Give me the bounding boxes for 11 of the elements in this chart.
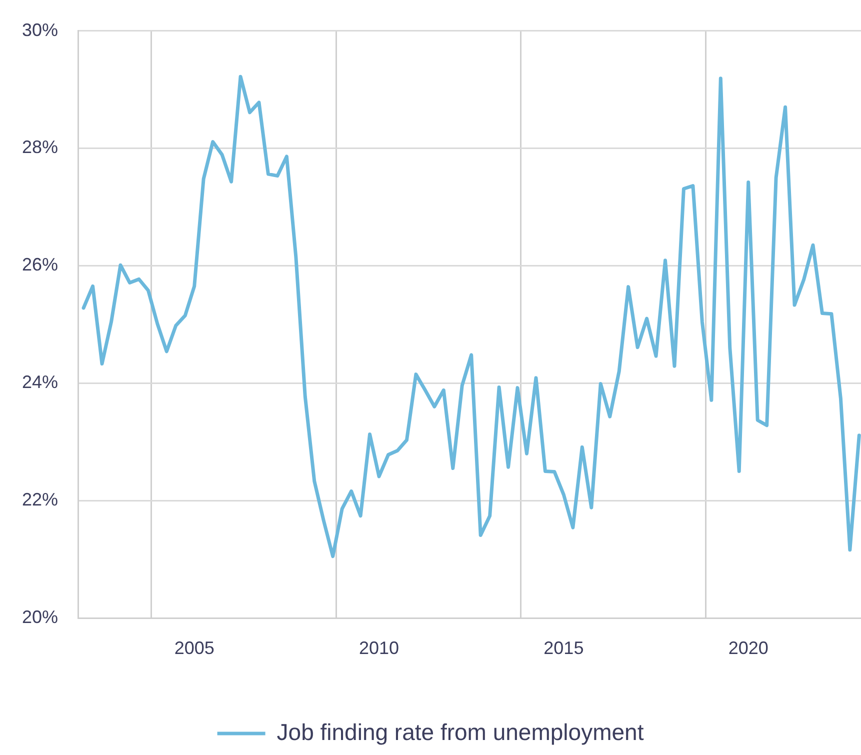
y-tick-label: 22% (22, 490, 58, 510)
x-tick-label: 2005 (174, 638, 214, 658)
y-tick-label: 28% (22, 137, 58, 158)
y-tick-label: 24% (22, 372, 58, 392)
x-tick-label: 2010 (358, 638, 400, 658)
y-tick-label: 30% (22, 20, 58, 40)
y-tick-label: 20% (22, 606, 58, 627)
x-tick-label: 2015 (544, 638, 584, 658)
legend-label: Job finding rate from unemployment (276, 718, 644, 745)
x-tick-label: 2020 (728, 638, 768, 658)
y-tick-label: 26% (22, 254, 58, 275)
